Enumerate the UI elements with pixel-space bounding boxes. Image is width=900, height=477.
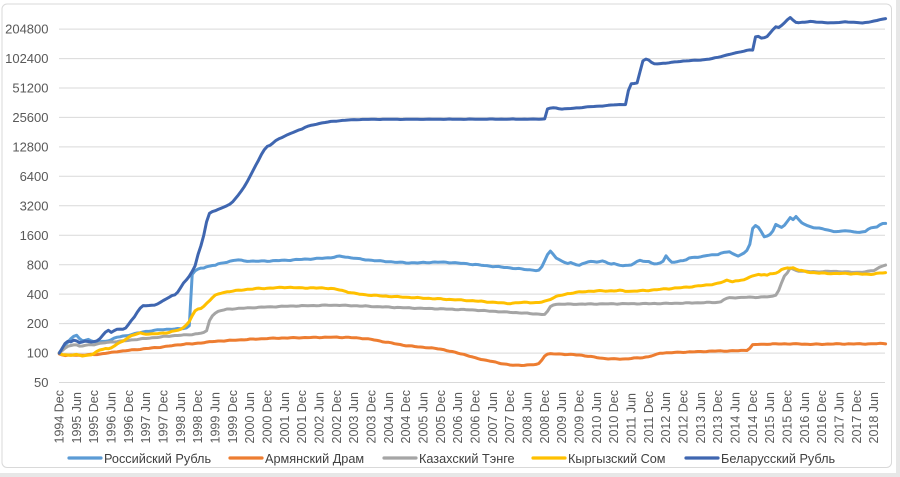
svg-text:6400: 6400: [20, 169, 49, 184]
svg-text:2004 Dec: 2004 Dec: [399, 390, 413, 444]
svg-text:2015 Dec: 2015 Dec: [781, 390, 795, 444]
svg-text:2003 Dec: 2003 Dec: [365, 390, 379, 444]
svg-text:2018 Jun: 2018 Jun: [867, 392, 881, 443]
svg-text:2013 Dec: 2013 Dec: [711, 390, 725, 444]
svg-text:2010 Dec: 2010 Dec: [607, 390, 621, 444]
svg-text:2014 Jun: 2014 Jun: [729, 392, 743, 443]
svg-text:1996 Dec: 1996 Dec: [122, 390, 136, 444]
svg-text:2006 Dec: 2006 Dec: [469, 390, 483, 444]
svg-text:1997 Dec: 1997 Dec: [157, 390, 171, 444]
svg-text:1995 Jun: 1995 Jun: [70, 392, 84, 443]
svg-text:2016 Jun: 2016 Jun: [798, 392, 812, 443]
svg-text:2007 Jun: 2007 Jun: [486, 392, 500, 443]
svg-text:800: 800: [27, 257, 49, 272]
svg-text:1999 Dec: 1999 Dec: [226, 390, 240, 444]
svg-text:51200: 51200: [12, 81, 48, 96]
svg-text:204800: 204800: [5, 22, 48, 37]
svg-text:2001 Dec: 2001 Dec: [295, 390, 309, 444]
svg-text:Российский Рубль: Российский Рубль: [104, 452, 211, 466]
svg-text:2012 Jun: 2012 Jun: [659, 392, 673, 443]
svg-text:2005 Jun: 2005 Jun: [417, 392, 431, 443]
svg-text:2009 Jun: 2009 Jun: [555, 392, 569, 443]
svg-text:100: 100: [27, 346, 49, 361]
svg-text:Армянский Драм: Армянский Драм: [265, 452, 364, 466]
svg-text:2001 Jun: 2001 Jun: [278, 392, 292, 443]
svg-text:2017 Jun: 2017 Jun: [833, 392, 847, 443]
svg-text:1999 Jun: 1999 Jun: [209, 392, 223, 443]
svg-text:200: 200: [27, 316, 49, 331]
svg-text:2002 Jun: 2002 Jun: [313, 392, 327, 443]
svg-text:2007 Dec: 2007 Dec: [503, 390, 517, 444]
svg-text:2010 Jun: 2010 Jun: [590, 392, 604, 443]
svg-text:2016 Dec: 2016 Dec: [815, 390, 829, 444]
svg-text:2014 Dec: 2014 Dec: [746, 390, 760, 444]
svg-text:2008 Dec: 2008 Dec: [538, 390, 552, 444]
svg-text:1996 Jun: 1996 Jun: [105, 392, 119, 443]
svg-text:2006 Jun: 2006 Jun: [451, 392, 465, 443]
svg-text:2004 Jun: 2004 Jun: [382, 392, 396, 443]
svg-text:25600: 25600: [12, 110, 48, 125]
svg-text:2011 Jun: 2011 Jun: [625, 393, 639, 444]
svg-text:1995 Dec: 1995 Dec: [87, 390, 101, 444]
svg-text:2013 Jun: 2013 Jun: [694, 392, 708, 443]
svg-text:50: 50: [34, 375, 48, 390]
svg-text:1997 Jun: 1997 Jun: [139, 392, 153, 443]
svg-text:Кыргызский Сом: Кыргызский Сом: [568, 452, 666, 466]
svg-text:1998 Jun: 1998 Jun: [174, 392, 188, 443]
svg-text:2009 Dec: 2009 Dec: [573, 390, 587, 444]
svg-text:102400: 102400: [5, 51, 48, 66]
svg-text:2008 Jun: 2008 Jun: [521, 392, 535, 443]
svg-text:2002 Dec: 2002 Dec: [330, 390, 344, 444]
svg-text:400: 400: [27, 287, 49, 302]
svg-text:3200: 3200: [20, 198, 49, 213]
svg-text:2000 Jun: 2000 Jun: [243, 392, 257, 443]
svg-text:12800: 12800: [12, 140, 48, 155]
svg-text:2015 Jun: 2015 Jun: [763, 392, 777, 443]
svg-text:1600: 1600: [20, 228, 49, 243]
svg-text:2011 Dec: 2011 Dec: [642, 391, 656, 444]
svg-text:Беларусский Рубль: Беларусский Рубль: [721, 452, 836, 466]
svg-text:2003 Jun: 2003 Jun: [347, 392, 361, 443]
svg-text:2000 Dec: 2000 Dec: [261, 390, 275, 444]
svg-text:2005 Dec: 2005 Dec: [434, 390, 448, 444]
svg-text:2017 Dec: 2017 Dec: [850, 390, 864, 444]
svg-text:Казахский Тэнге: Казахский Тэнге: [419, 452, 515, 466]
svg-text:1998 Dec: 1998 Dec: [191, 390, 205, 444]
svg-text:2012 Dec: 2012 Dec: [677, 390, 691, 444]
svg-text:1994 Dec: 1994 Dec: [53, 390, 67, 444]
